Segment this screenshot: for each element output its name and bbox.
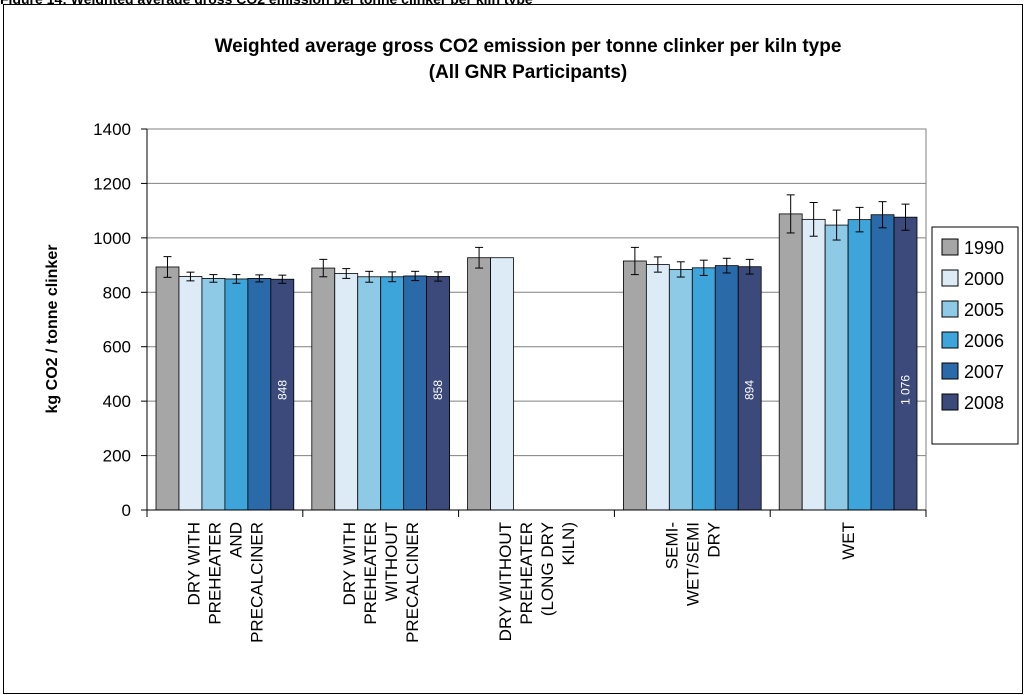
category-label: SEMI- bbox=[662, 522, 681, 569]
data-label: 1 076 bbox=[899, 375, 913, 405]
bars bbox=[156, 214, 917, 510]
category-label: DRY WITH bbox=[340, 522, 359, 605]
bar-2005 bbox=[358, 277, 381, 510]
bar-1990 bbox=[468, 258, 491, 510]
bar-2000 bbox=[491, 258, 514, 510]
category-label: WET/SEMI bbox=[683, 522, 702, 606]
bar-2006 bbox=[692, 268, 715, 510]
legend-swatch-2008 bbox=[942, 394, 958, 410]
chart-svg: Weighted average gross CO2 emission per … bbox=[4, 5, 1024, 695]
chart-title: Weighted average gross CO2 emission per … bbox=[215, 36, 842, 57]
bar-2007 bbox=[871, 215, 894, 510]
legend-label: 2007 bbox=[964, 362, 1004, 382]
category-label: PRECALCINER bbox=[247, 522, 266, 643]
legend-label: 2000 bbox=[964, 269, 1004, 289]
chart-subtitle: (All GNR Participants) bbox=[429, 62, 627, 83]
legend-swatch-2007 bbox=[942, 363, 958, 379]
category-label: PRECALCINER bbox=[403, 522, 422, 643]
bar-2006 bbox=[848, 220, 871, 510]
y-tick-label: 1000 bbox=[93, 229, 131, 248]
bar-2000 bbox=[179, 277, 202, 510]
category-label: KILN) bbox=[559, 522, 578, 565]
category-label: WITHOUT bbox=[382, 522, 401, 601]
bar-1990 bbox=[623, 261, 646, 510]
y-tick-label: 400 bbox=[103, 392, 131, 411]
data-label: 858 bbox=[431, 380, 445, 400]
category-label: DRY WITHOUT bbox=[496, 522, 515, 641]
category-label: PREHEATER bbox=[205, 522, 224, 625]
bar-2005 bbox=[669, 269, 692, 510]
legend-swatch-2000 bbox=[942, 270, 958, 286]
chart-frame: Weighted average gross CO2 emission per … bbox=[3, 4, 1023, 694]
category-labels: DRY WITH PREHEATER AND PRECALCINER DRY WITH P… bbox=[184, 522, 858, 643]
y-tick-label: 800 bbox=[103, 283, 131, 302]
legend-label: 2006 bbox=[964, 331, 1004, 351]
bar-2000 bbox=[335, 274, 358, 510]
bar-1990 bbox=[156, 267, 179, 510]
bar-2006 bbox=[381, 277, 404, 510]
y-tick-label: 600 bbox=[103, 338, 131, 357]
bar-1990 bbox=[312, 268, 335, 510]
legend-label: 2008 bbox=[964, 393, 1004, 413]
bar-1990 bbox=[779, 214, 802, 510]
legend-label: 2005 bbox=[964, 300, 1004, 320]
legend-label: 1990 bbox=[964, 238, 1004, 258]
legend-swatch-2006 bbox=[942, 332, 958, 348]
y-tick-label: 1400 bbox=[93, 120, 131, 139]
legend-swatch-1990 bbox=[942, 239, 958, 255]
bar-2005 bbox=[825, 225, 848, 510]
bar-2007 bbox=[248, 278, 271, 510]
bar-2007 bbox=[404, 276, 427, 510]
legend-swatch-2005 bbox=[942, 301, 958, 317]
bar-2008 bbox=[894, 217, 917, 510]
y-tick-label: 1200 bbox=[93, 174, 131, 193]
category-label: DRY bbox=[704, 522, 723, 558]
y-tick-label: 0 bbox=[122, 501, 131, 520]
y-tick-labels: 0 200 400 600 800 1000 1200 1400 bbox=[93, 120, 131, 520]
category-label: WET bbox=[839, 522, 858, 560]
legend: 1990 2000 2005 2006 2007 2008 bbox=[932, 227, 1018, 444]
bar-2000 bbox=[646, 265, 669, 510]
data-label: 848 bbox=[275, 380, 289, 400]
data-label: 894 bbox=[743, 380, 757, 400]
y-axis-label: kg CO2 / tonne clinker bbox=[44, 245, 61, 414]
bar-2000 bbox=[802, 219, 825, 510]
category-label: PREHEATER bbox=[361, 522, 380, 625]
category-label: PREHEATER bbox=[517, 522, 536, 625]
category-label: DRY WITH bbox=[184, 522, 203, 605]
category-label: AND bbox=[226, 522, 245, 558]
bar-2006 bbox=[225, 279, 248, 510]
bar-2005 bbox=[202, 278, 225, 510]
category-label: (LONG DRY bbox=[538, 522, 557, 616]
bar-2007 bbox=[715, 266, 738, 510]
y-tick-label: 200 bbox=[103, 447, 131, 466]
